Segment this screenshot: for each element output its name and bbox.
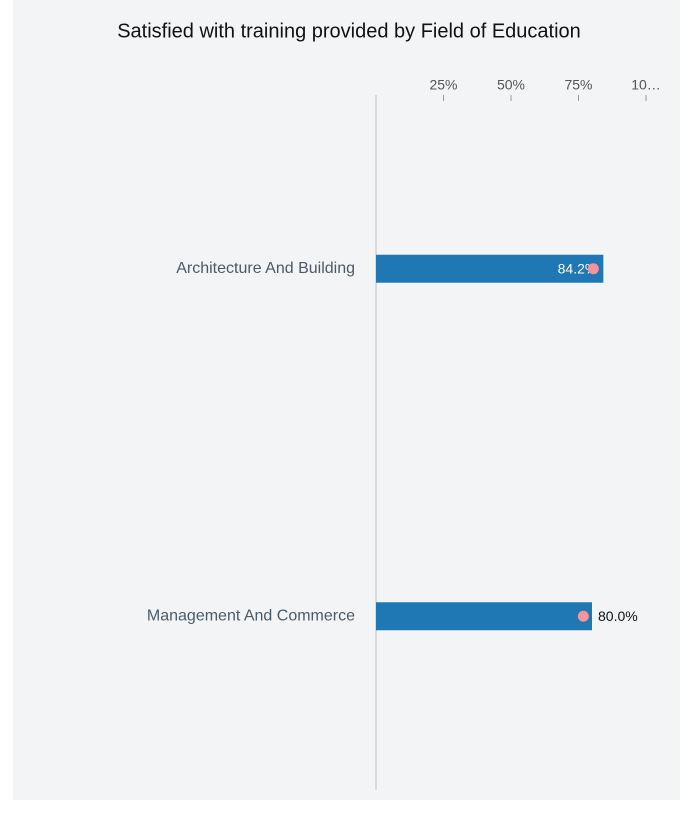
bar: [376, 254, 604, 283]
value-label: 80.0%: [598, 608, 638, 624]
value-label: 84.2%: [558, 260, 598, 276]
x-tick-label: 75%: [564, 77, 592, 93]
bar: [376, 602, 592, 631]
chart-panel: [13, 0, 680, 800]
x-tick-label: 25%: [429, 77, 457, 93]
y-tick-label: Management And Commerce: [147, 607, 355, 624]
y-tick-label: Architecture And Building: [176, 260, 355, 277]
chart-title: Satisfied with training provided by Fiel…: [117, 20, 581, 42]
x-tick-label: 10…: [631, 77, 661, 93]
marker-dot: [587, 263, 599, 275]
marker-dot: [577, 610, 589, 622]
x-tick-label: 50%: [497, 77, 525, 93]
